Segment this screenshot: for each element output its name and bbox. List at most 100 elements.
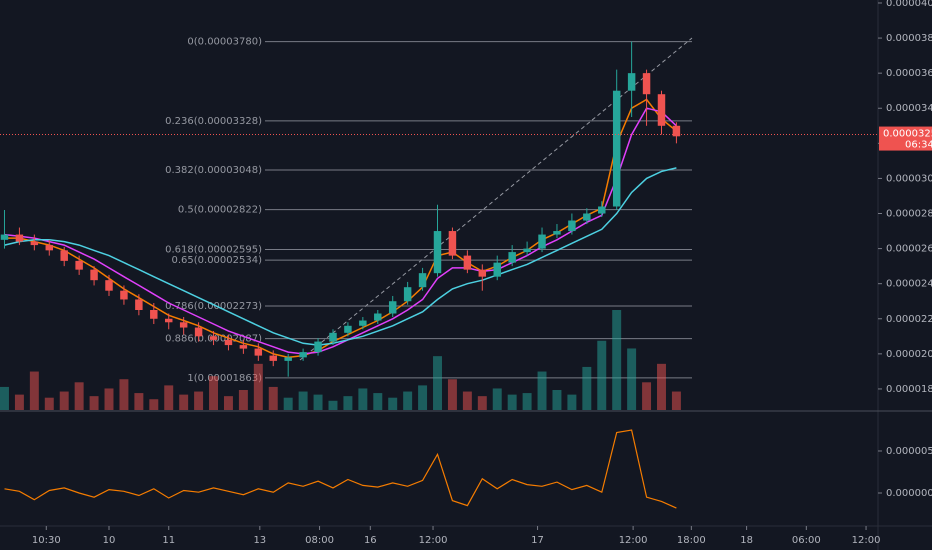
volume-bar [358, 388, 368, 410]
last-price-label: 0.00003250 [883, 129, 932, 140]
volume-bar [283, 397, 293, 410]
candle-body [0, 234, 9, 240]
y-tick-label: 0.00003800 [886, 33, 932, 44]
volume-bar [433, 356, 442, 410]
volume-bar [59, 391, 69, 410]
x-tick-label: 12:00 [619, 535, 648, 546]
osc-y-tick-label: 0.00000500 [886, 446, 932, 457]
fib-label: 0.236(0.00003328) [165, 116, 262, 127]
volume-bar [253, 363, 263, 410]
y-tick-label: 0.00002400 [886, 279, 932, 290]
candle-body [642, 73, 651, 95]
candle-body [344, 325, 352, 333]
y-tick-label: 0.00003400 [886, 103, 932, 114]
fib-label: 0.618(0.00002595) [165, 244, 262, 255]
x-tick-label: 11 [162, 535, 175, 546]
last-price-box [879, 126, 932, 151]
volume-bar [313, 394, 323, 410]
candle-body [120, 290, 128, 300]
x-tick-label: 17 [531, 535, 544, 546]
candle-body [314, 341, 322, 353]
volume-bar [492, 388, 502, 410]
candle-body [224, 339, 233, 346]
volume-bar [477, 396, 487, 410]
moving-average [4, 98, 677, 359]
candle-body [150, 310, 158, 319]
volume-bar [14, 394, 24, 410]
volume-bar [612, 310, 622, 410]
volume-bar [119, 379, 129, 410]
candle-body [164, 318, 173, 323]
candle-body [598, 206, 606, 214]
volume-bar [343, 396, 353, 410]
volume-bar [0, 386, 9, 410]
volume-bar [522, 393, 532, 410]
candle-body [374, 313, 382, 321]
candle-body [403, 287, 412, 302]
candle-body [359, 320, 367, 326]
oscillator-line [4, 429, 677, 509]
volume-bar [418, 385, 428, 410]
volume-bar [671, 391, 681, 410]
fib-label: 0.5(0.00002822) [178, 205, 262, 216]
x-tick-label: 10:30 [32, 535, 61, 546]
volume-bar [567, 394, 577, 410]
candle-body [60, 250, 68, 261]
volume-bar [29, 371, 39, 410]
candle-body [672, 125, 681, 137]
volume-bar [373, 393, 383, 410]
candle-body [179, 322, 188, 328]
candle-body [135, 299, 143, 310]
volume-bar [447, 379, 457, 410]
candle-body [583, 213, 591, 221]
volume-bar [268, 386, 278, 410]
fib-label: 1(0.00001863) [187, 373, 262, 384]
x-tick-label: 18:00 [677, 535, 706, 546]
countdown-label: 06:34 [905, 140, 932, 151]
volume-bar [223, 396, 233, 410]
y-tick-label: 0.00003000 [886, 173, 932, 184]
candle-body [15, 234, 24, 242]
osc-y-tick-label: 0.00000000 [886, 488, 932, 499]
candle-body [493, 262, 501, 277]
candle-body [463, 255, 472, 270]
volume-bar [627, 348, 637, 410]
volume-bar [149, 399, 159, 410]
volume-bar [238, 390, 248, 410]
fib-label: 0.786(0.00002273) [165, 301, 262, 312]
fib-label: 0(0.00003780) [187, 37, 262, 48]
volume-bar [298, 391, 308, 410]
candle-body [568, 220, 576, 232]
volume-bar [462, 391, 472, 410]
candle-body [209, 336, 218, 340]
candle-body [508, 252, 516, 263]
candle-body [30, 241, 39, 246]
volume-bar [388, 397, 398, 410]
candle-body [388, 301, 397, 314]
volume-bar [582, 366, 592, 410]
candle-body [329, 332, 337, 342]
candle-body [657, 94, 666, 126]
x-tick-label: 13 [253, 535, 266, 546]
candle-body [254, 348, 263, 356]
candle-body [269, 355, 277, 361]
candle-body [478, 269, 487, 277]
candle-body [418, 273, 427, 288]
volume-bar [74, 382, 84, 410]
y-tick-label: 0.00001800 [886, 384, 932, 395]
volume-bar [507, 394, 517, 410]
volume-bar [403, 391, 413, 410]
candle-body [612, 90, 621, 207]
y-tick-label: 0.00002600 [886, 244, 932, 255]
candle-body [105, 280, 113, 291]
candle-body [448, 231, 457, 256]
x-tick-label: 08:00 [305, 535, 334, 546]
candle-body [90, 269, 98, 281]
volume-bar [134, 393, 144, 410]
candle-body [627, 73, 636, 91]
volume-bar [89, 396, 99, 410]
candle-body [299, 352, 307, 358]
x-tick-label: 16 [364, 535, 377, 546]
y-tick-label: 0.00002200 [886, 314, 932, 325]
